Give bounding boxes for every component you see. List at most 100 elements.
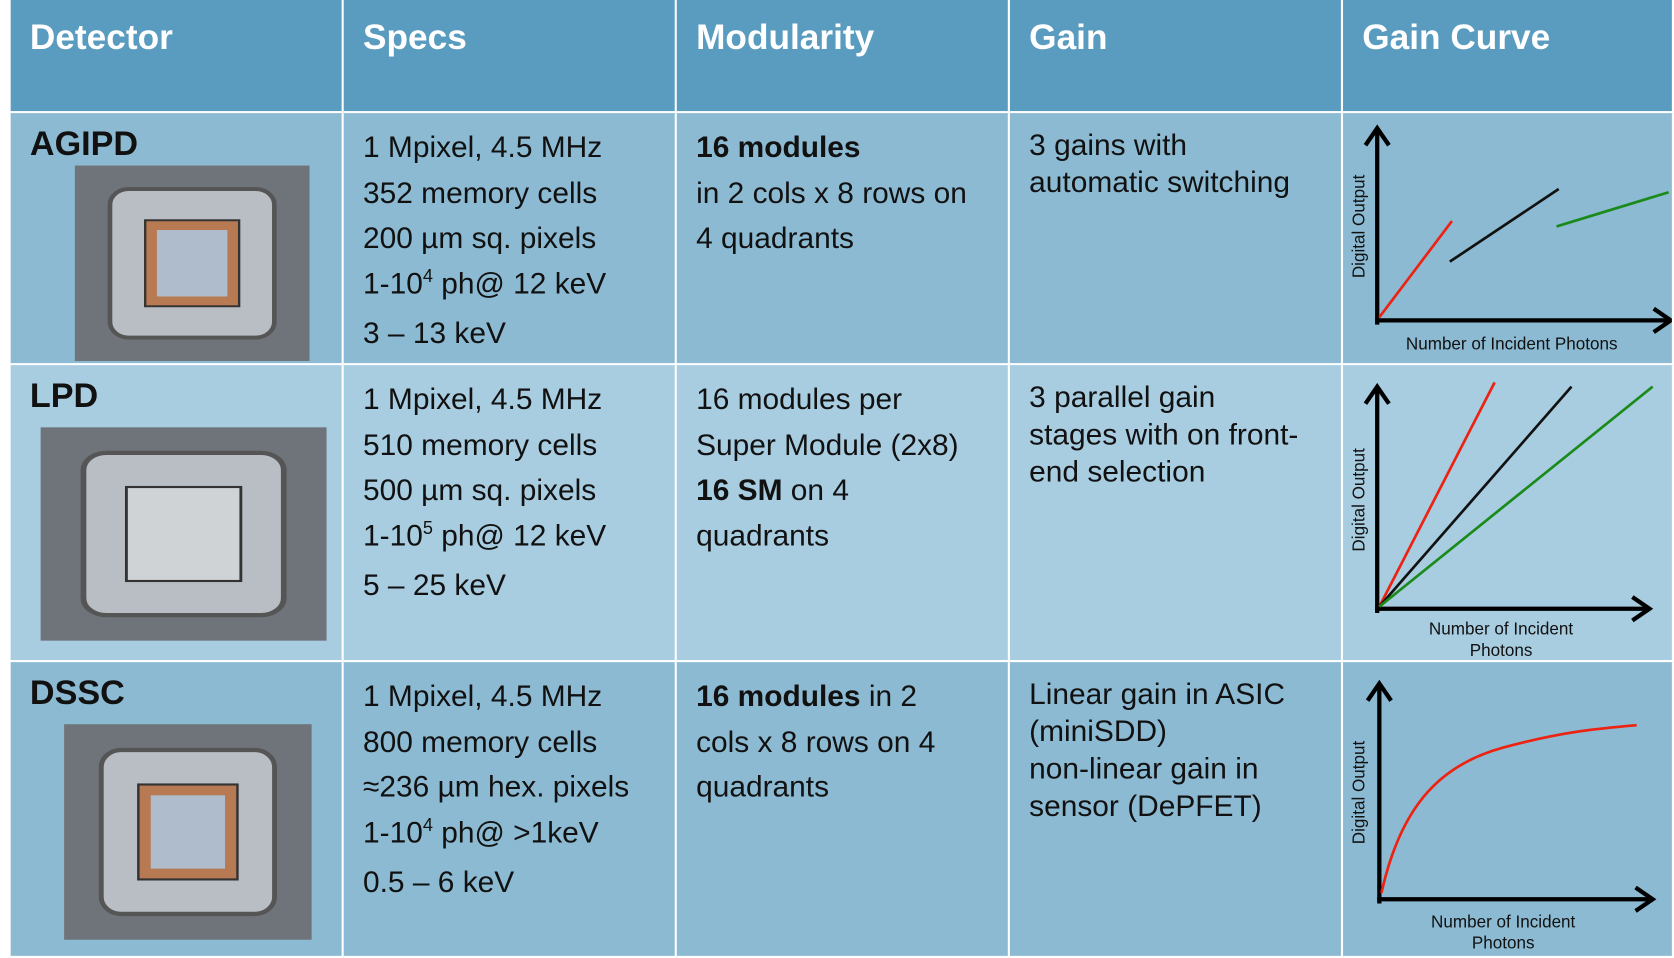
text-line: 510 memory cells <box>363 422 606 467</box>
specs: 1 Mpixel, 4.5 MHz 800 memory cells ≈236 µm… <box>363 674 629 905</box>
detector-photo <box>64 724 312 940</box>
text-segment: 5 – 25 keV <box>362 568 506 602</box>
text-line: quadrants <box>696 765 935 810</box>
text-line: 500 µm sq. pixels <box>363 468 606 513</box>
text-line: 3 parallel gain <box>1029 380 1216 414</box>
text-line: 1-104 ph@ 12 keV <box>363 261 606 311</box>
text-segment: 200 µm sq. pixels <box>362 221 597 255</box>
text-segment: 510 memory cells <box>362 427 598 461</box>
text-line: Linear gain in ASIC <box>1029 677 1286 711</box>
text-segment: 1 Mpixel, 4.5 MHz <box>362 130 603 164</box>
text-segment: 3 – 13 keV <box>362 316 506 350</box>
text-line: 5 – 25 keV <box>363 563 606 608</box>
gain-line <box>1556 190 1670 228</box>
detector-name: LPD <box>29 375 99 415</box>
column-header: Gain Curve <box>1362 17 1551 57</box>
gain-curve: Digital Output Number of Incident Photons <box>1349 124 1672 353</box>
text-line: (miniSDD) <box>1029 714 1168 748</box>
text-segment: in 2 cols x 8 rows on <box>696 175 967 209</box>
x-arrow <box>1652 306 1672 334</box>
text-line: in 2 cols x 8 rows on <box>696 170 967 215</box>
table-cell: Specs <box>343 0 677 114</box>
text-line: 0.5 – 6 keV <box>363 860 629 905</box>
x-axis-label: Photons <box>1470 641 1533 660</box>
column-header: Detector <box>29 17 173 57</box>
superscript: 5 <box>422 517 433 538</box>
text-segment: 500 µm sq. pixels <box>362 473 597 507</box>
text-segment: quadrants <box>696 770 830 804</box>
text-segment: cols x 8 rows on 4 <box>696 724 936 758</box>
text-line: 352 memory cells <box>363 170 606 215</box>
text-segment: ph@ 12 keV <box>432 266 607 300</box>
gain-line <box>1378 220 1454 319</box>
text-line: automatic switching <box>1029 165 1291 199</box>
text-segment: 16 modules <box>696 679 861 713</box>
gain-curve: Digital Output Number of Incident Photons <box>1349 679 1657 953</box>
gain: 3 parallel gain stages with on front-end … <box>1029 378 1298 490</box>
modularity: 16 modules in 2 cols x 8 rows on 4 quadran… <box>696 674 935 810</box>
modularity: 16 modules per Super Module (2x8) 16 SM on… <box>696 377 959 559</box>
gain-line <box>1378 385 1573 608</box>
text-line: 1-104 ph@ >1keV <box>363 810 629 860</box>
table-cell: Linear gain in ASIC (miniSDD) non-linear g… <box>1009 662 1344 958</box>
x-arrow <box>1634 885 1657 913</box>
y-axis-label: Digital Output <box>1349 740 1368 844</box>
table-cell: Digital Output Number of Incident Photons <box>1343 113 1674 366</box>
text-segment: ≈236 µm hex. pixels <box>362 770 630 804</box>
text-segment: Super Module (2x8) <box>696 427 959 461</box>
table-cell: Gain <box>1009 0 1344 114</box>
y-arrow <box>1363 382 1391 405</box>
text-line: quadrants <box>696 513 959 558</box>
text-segment: 352 memory cells <box>362 175 598 209</box>
text-line: 1 Mpixel, 4.5 MHz <box>363 674 629 719</box>
table-cell: 1 Mpixel, 4.5 MHz 352 memory cells 200 µm … <box>343 113 677 366</box>
text-line: ≈236 µm hex. pixels <box>363 765 629 810</box>
table-cell: AGIPD <box>10 113 344 366</box>
photo-sensor <box>150 795 226 869</box>
y-axis-label: Digital Output <box>1349 448 1368 552</box>
column-header: Specs <box>362 17 467 57</box>
text-segment: quadrants <box>696 518 830 552</box>
gain-line <box>1378 385 1654 608</box>
table-cell: Detector <box>10 0 344 114</box>
text-segment: 1 Mpixel, 4.5 MHz <box>362 679 603 713</box>
text-segment: 16 modules per <box>696 382 903 416</box>
table-cell: 16 modules per Super Module (2x8) 16 SM on… <box>676 365 1010 663</box>
gain: 3 gains with automatic switching <box>1029 126 1290 201</box>
text-line: 800 memory cells <box>363 719 629 764</box>
text-line: Super Module (2x8) <box>696 422 959 467</box>
text-segment: 1-10 <box>362 815 423 849</box>
y-arrow <box>1363 124 1391 147</box>
y-arrow <box>1365 679 1393 702</box>
text-line: 1 Mpixel, 4.5 MHz <box>363 377 606 422</box>
modularity: 16 modules in 2 cols x 8 rows on 4 quadran… <box>696 125 967 261</box>
table-cell: 16 modules in 2 cols x 8 rows on 4 quadran… <box>676 662 1010 958</box>
text-line: non-linear gain in <box>1029 751 1259 785</box>
table-cell: 3 parallel gain stages with on front-end … <box>1009 365 1344 663</box>
detector-photo <box>40 427 327 641</box>
column-header: Modularity <box>696 17 875 57</box>
detector-name: AGIPD <box>29 123 139 163</box>
text-line: 3 gains with <box>1029 128 1188 162</box>
text-segment: on 4 <box>782 473 849 507</box>
text-segment: ph@ 12 keV <box>432 518 607 552</box>
x-axis-label: Photons <box>1472 934 1535 953</box>
text-line: 200 µm sq. pixels <box>363 216 606 261</box>
text-segment: 1-10 <box>362 518 423 552</box>
text-segment: 1 Mpixel, 4.5 MHz <box>362 382 603 416</box>
text-line: stages with on front- <box>1029 417 1299 451</box>
gain: Linear gain in ASIC (miniSDD) non-linear g… <box>1029 675 1285 825</box>
detector-name: DSSC <box>29 672 125 712</box>
text-segment: 800 memory cells <box>362 724 598 758</box>
superscript: 4 <box>422 265 433 286</box>
text-segment: 0.5 – 6 keV <box>362 865 515 899</box>
text-line: sensor (DePFET) <box>1029 789 1262 823</box>
table-cell: 3 gains with automatic switching <box>1009 113 1344 366</box>
x-arrow <box>1631 595 1654 623</box>
text-line: 16 modules in 2 <box>696 674 935 719</box>
photo-core <box>124 485 243 583</box>
x-axis-label: Number of Incident <box>1431 912 1576 931</box>
table-cell: Modularity <box>676 0 1010 114</box>
